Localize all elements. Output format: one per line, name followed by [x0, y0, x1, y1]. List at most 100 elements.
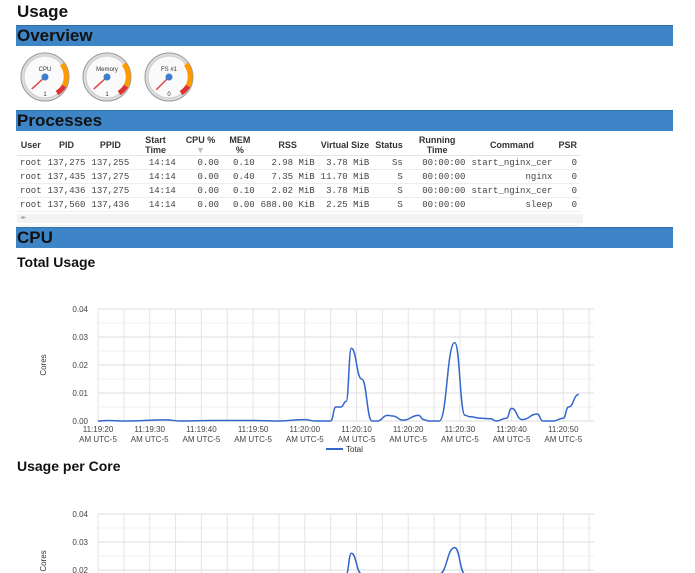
table-cell: 2.98 MiB [257, 155, 318, 170]
table-row[interactable]: root 137,436 137,275 14:14 0.00 0.10 2.02 MiB 3… [17, 183, 580, 198]
x-tick-label: 11:20:40 [496, 425, 527, 434]
table-cell: S [372, 183, 406, 198]
table-cell: 137,436 [44, 183, 89, 198]
x-tick-label: 11:19:40 [186, 425, 217, 434]
table-cell: 14:14 [132, 197, 179, 212]
column-header[interactable]: PPID [88, 135, 133, 156]
table-cell: 00:00:00 [405, 183, 469, 198]
table-cell: 0.10 [222, 155, 258, 170]
column-header[interactable]: Command [468, 135, 556, 156]
table-cell: 2.02 MiB [257, 183, 318, 198]
column-header[interactable]: MEM % [222, 135, 258, 156]
column-header[interactable]: PSR [555, 135, 580, 156]
table-cell: 14:14 [132, 155, 179, 170]
overview-section-header: Overview [16, 25, 673, 46]
table-row[interactable]: root 137,435 137,275 14:14 0.00 0.40 7.35 MiB 1… [17, 169, 580, 184]
gauge-value: 0 [167, 92, 171, 98]
y-axis-label: Cores [39, 550, 48, 571]
x-tick-label: 11:19:20 [83, 425, 114, 434]
gauge-label: FS #1 [161, 67, 178, 73]
table-row[interactable]: root 137,275 137,255 14:14 0.00 0.10 2.98 MiB 3… [17, 155, 580, 170]
x-tick-label-suffix: AM UTC-5 [234, 435, 272, 444]
column-header[interactable]: User [17, 135, 45, 156]
y-tick-label: 0.00 [72, 417, 88, 426]
column-header[interactable]: Status [372, 135, 406, 156]
gauge-cpu: CPU 1 [20, 52, 70, 102]
table-cell: root [17, 155, 45, 170]
table-cell: root [17, 197, 45, 212]
table-cell: 14:14 [132, 169, 179, 184]
column-header[interactable]: Running Time [405, 135, 469, 156]
table-cell: start_nginx_cer [468, 155, 556, 170]
x-tick-label-suffix: AM UTC-5 [544, 435, 582, 444]
column-header[interactable]: Virtual Size [317, 135, 373, 156]
gauge-memory: Memory 1 [82, 52, 132, 102]
table-cell: 137,435 [44, 169, 89, 184]
column-header[interactable]: CPU % ▼ [178, 135, 223, 156]
legend-label: Total [346, 445, 363, 454]
x-tick-label: 11:20:20 [393, 425, 424, 434]
table-cell: 11.70 MiB [317, 169, 373, 184]
x-tick-label: 11:20:50 [548, 425, 579, 434]
table-cell: sleep [468, 197, 556, 212]
processes-section-header: Processes [16, 110, 673, 131]
table-row[interactable]: root 137,560 137,436 14:14 0.00 0.00 688.00 Ki… [17, 197, 580, 212]
gauge-label: CPU [39, 67, 52, 73]
table-cell: 00:00:00 [405, 197, 469, 212]
table-cell: 00:00:00 [405, 155, 469, 170]
table-cell: 137,436 [88, 197, 133, 212]
overview-heading: Overview [17, 26, 93, 45]
gauge-label: Memory [96, 67, 118, 73]
table-cell: root [17, 183, 45, 198]
x-tick-label: 11:20:00 [290, 425, 321, 434]
table-cell: 0.10 [222, 183, 258, 198]
table-cell: Ss [372, 155, 406, 170]
table-cell: 0.00 [178, 155, 223, 170]
gauge-value: 1 [43, 92, 47, 98]
y-axis-label: Cores [39, 354, 48, 375]
table-cell: 0.00 [178, 197, 223, 212]
y-tick-label: 0.02 [72, 566, 88, 573]
y-tick-label: 0.02 [72, 361, 88, 370]
table-cell: 688.00 KiB [257, 197, 318, 212]
table-cell: S [372, 197, 406, 212]
table-cell: 0.00 [222, 197, 258, 212]
x-tick-label-suffix: AM UTC-5 [389, 435, 427, 444]
x-tick-label-suffix: AM UTC-5 [338, 435, 376, 444]
x-tick-label: 11:20:10 [341, 425, 372, 434]
table-cell: nginx [468, 169, 556, 184]
series-line-core [346, 546, 465, 573]
table-cell: 14:14 [132, 183, 179, 198]
column-header[interactable]: RSS [257, 135, 318, 156]
gauge-fs-1: FS #1 0 [144, 52, 194, 102]
table-horizontal-scrollbar[interactable]: ◂▸ [17, 214, 583, 223]
table-cell: 0 [555, 183, 580, 198]
table-cell: 137,275 [88, 183, 133, 198]
processes-heading: Processes [17, 111, 103, 130]
column-header[interactable]: Start Time [132, 135, 179, 156]
total-usage-title: Total Usage [17, 254, 96, 270]
x-tick-label-suffix: AM UTC-5 [183, 435, 221, 444]
table-cell: 0 [555, 169, 580, 184]
x-tick-label-suffix: AM UTC-5 [441, 435, 479, 444]
table-cell: 3.78 MiB [317, 155, 373, 170]
table-cell: 0.00 [178, 169, 223, 184]
series-line-total [97, 341, 580, 422]
table-cell: start_nginx_cer [468, 183, 556, 198]
cpu-section-header: CPU [16, 227, 673, 248]
x-tick-label-suffix: AM UTC-5 [286, 435, 324, 444]
gauge-value: 1 [105, 92, 109, 98]
table-cell: 2.25 MiB [317, 197, 373, 212]
x-tick-label-suffix: AM UTC-5 [79, 435, 117, 444]
table-cell: 0 [555, 155, 580, 170]
y-tick-label: 0.04 [72, 305, 88, 314]
column-header[interactable]: PID [44, 135, 89, 156]
table-cell: 137,275 [44, 155, 89, 170]
process-table: User PID PPID Start Time CPU % ▼ MEM % RSS Virt… [17, 135, 580, 226]
x-tick-label: 11:19:30 [134, 425, 165, 434]
x-tick-label: 11:20:30 [445, 425, 476, 434]
page-title: Usage [17, 2, 69, 21]
table-cell: 3.78 MiB [317, 183, 373, 198]
x-tick-label: 11:19:50 [238, 425, 269, 434]
